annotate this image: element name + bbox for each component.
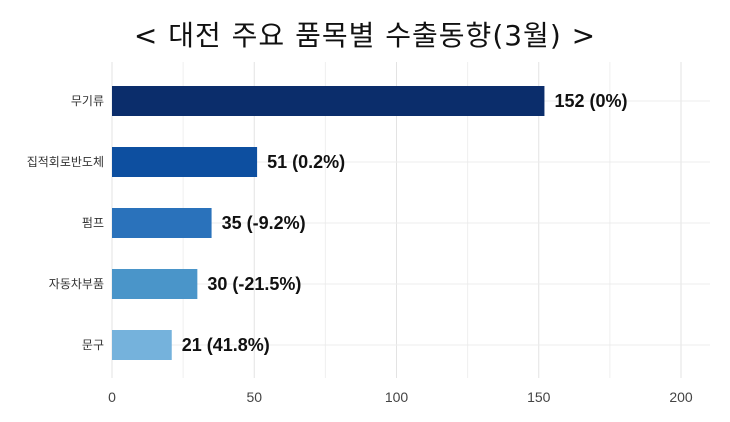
- data-label: 21 (41.8%): [182, 335, 270, 355]
- data-label: 51 (0.2%): [267, 152, 345, 172]
- bar: [112, 86, 545, 116]
- bar: [112, 269, 198, 299]
- x-tick-label: 50: [246, 389, 262, 405]
- category-label: 집적회로반도체: [27, 155, 104, 169]
- x-tick-label: 150: [527, 389, 551, 405]
- category-label: 자동차부품: [49, 277, 104, 291]
- x-tick-label: 0: [108, 389, 116, 405]
- bar: [112, 330, 172, 360]
- x-tick-label: 100: [385, 389, 409, 405]
- category-label: 문구: [82, 338, 104, 352]
- bars: [112, 86, 545, 360]
- bar: [112, 147, 258, 177]
- data-label: 35 (-9.2%): [222, 213, 306, 233]
- category-label: 펌프: [82, 216, 104, 230]
- chart-title: < 대전 주요 품목별 수출동향(3월) >: [133, 19, 597, 52]
- labels: 무기류 152 (0%) 집적회로반도체 51 (0.2%) 펌프 35 (-9.2%) 자…: [27, 91, 693, 405]
- data-label: 30 (-21.5%): [207, 274, 301, 294]
- bar: [112, 208, 212, 238]
- data-label: 152 (0%): [554, 91, 627, 111]
- x-tick-label: 200: [669, 389, 693, 405]
- category-label: 무기류: [71, 94, 104, 108]
